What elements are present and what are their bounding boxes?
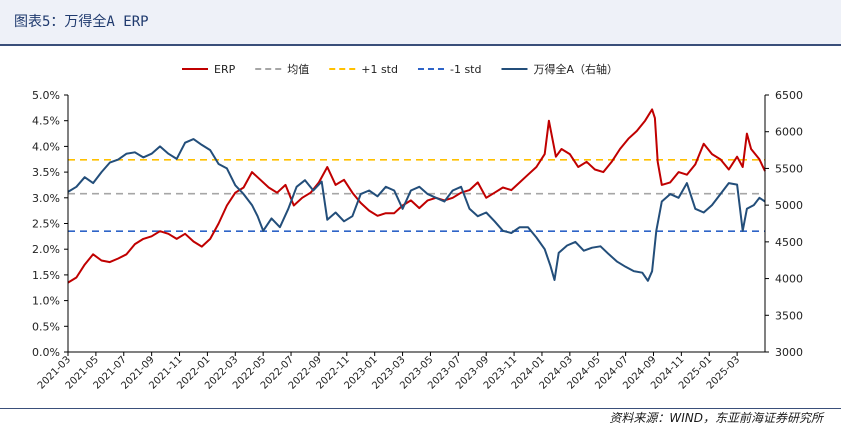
index-series-line xyxy=(67,138,766,282)
y-left-tick-label: 2.5% xyxy=(32,218,60,231)
y-left-tick-label: 3.5% xyxy=(32,166,60,179)
reference-lines xyxy=(68,158,765,233)
y-right-tick-label: 3000 xyxy=(775,346,803,359)
header-divider xyxy=(0,44,841,46)
y-left-tick-label: 2.0% xyxy=(32,243,60,256)
erp-chart: ERP 均值 +1 std -1 std 万得全A（右轴） 0.0% 0.5% 1.0% 1.… xyxy=(32,62,803,392)
chart-header-band: 图表5：万得全A ERP xyxy=(0,0,841,44)
y-left-tick-label: 1.5% xyxy=(32,269,60,282)
erp-series-line xyxy=(67,108,766,284)
footer-divider xyxy=(0,408,841,409)
y-left-tick-label: 0.5% xyxy=(32,320,60,333)
y-left-tick-label: 4.5% xyxy=(32,115,60,128)
y-left-tick-label: 4.0% xyxy=(32,140,60,153)
axes: 0.0% 0.5% 1.0% 1.5% 2.0% 2.5% 3.0% 3.5% 4.0% 4.5%… xyxy=(32,89,803,392)
y-right-tick-label: 4500 xyxy=(775,236,803,249)
y-right-tick-label: 6000 xyxy=(775,126,803,139)
y-right-tick-label: 6500 xyxy=(775,89,803,102)
y-left-tick-label: 1.0% xyxy=(32,295,60,308)
legend-label-mean: 均值 xyxy=(287,63,309,76)
y-right-tick-label: 5500 xyxy=(775,162,803,175)
y-left-tick-label: 3.0% xyxy=(32,192,60,205)
y-right-tick-label: 5000 xyxy=(775,199,803,212)
legend-label-erp: ERP xyxy=(214,63,236,76)
y-right-tick-label: 4000 xyxy=(775,273,803,286)
legend: ERP 均值 +1 std -1 std 万得全A（右轴） xyxy=(182,62,618,76)
y-left-tick-label: 5.0% xyxy=(32,89,60,102)
series-layer xyxy=(67,108,766,284)
chart-title: 图表5：万得全A ERP xyxy=(14,14,149,30)
source-note: 资料来源：WIND，东亚前海证券研究所 xyxy=(609,411,823,425)
y-left-tick-label: 0.0% xyxy=(32,346,60,359)
legend-label-minus-std: -1 std xyxy=(450,63,482,76)
legend-label-index: 万得全A（右轴） xyxy=(533,62,618,76)
y-right-tick-label: 3500 xyxy=(775,309,803,322)
legend-label-plus-std: +1 std xyxy=(361,63,398,76)
